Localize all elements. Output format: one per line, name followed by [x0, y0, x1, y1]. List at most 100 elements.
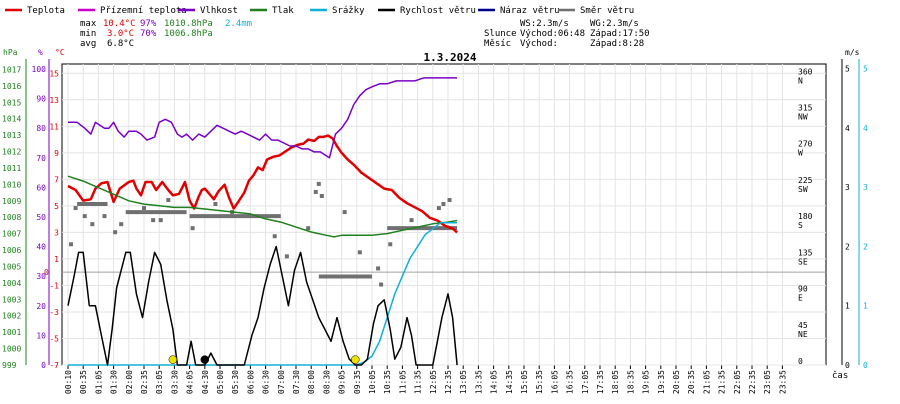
- wind-direction-point: [436, 206, 441, 211]
- dir-tick-label: 270: [798, 140, 813, 149]
- hpa-tick-label: 1017: [2, 65, 21, 74]
- x-tick-label: 05:00: [216, 370, 225, 394]
- wind-direction-point: [69, 242, 74, 247]
- dir-compass-label: SE: [798, 257, 808, 266]
- moon-label: Měsíc: [484, 39, 511, 49]
- x-tick-label: 20:05: [672, 370, 681, 394]
- pct-tick-label: 70: [36, 154, 46, 163]
- temp-tick-label: 13: [49, 96, 59, 105]
- pct-tick-label: 50: [36, 213, 46, 222]
- wind-direction-point: [342, 210, 347, 215]
- pct-tick-label: 0: [41, 361, 46, 370]
- dir-tick-label: 360: [798, 67, 813, 76]
- stat-max-rain: 2.4mm: [225, 19, 252, 29]
- ms-tick-label: 5: [845, 65, 850, 74]
- x-tick-label: 16:35: [566, 370, 575, 394]
- wind-direction-point: [190, 226, 195, 231]
- x-tick-label: 11:35: [414, 370, 423, 394]
- x-tick-label: 14:05: [490, 370, 499, 394]
- sunset: Západ:17:50: [590, 29, 650, 39]
- wind-direction-point: [166, 198, 171, 203]
- wind-direction-point: [447, 198, 452, 203]
- x-tick-label: 07:30: [292, 370, 301, 394]
- rain-tick-label: 3: [863, 183, 868, 192]
- wind-direction-point: [158, 218, 163, 223]
- stat-min-hum: 70%: [140, 29, 157, 39]
- x-tick-label: 12:05: [429, 370, 438, 394]
- temp-tick-label: -3: [49, 308, 59, 317]
- hpa-tick-label: 1008: [2, 213, 21, 222]
- rain-tick-label: 0: [863, 361, 868, 370]
- x-tick-label: 11:05: [398, 370, 407, 394]
- x-tick-label: 15:35: [535, 370, 544, 394]
- temp-tick-label: -5: [49, 334, 59, 343]
- x-tick-label: 23:35: [778, 370, 787, 394]
- wind-direction-point: [73, 206, 78, 211]
- wind-direction-point: [113, 230, 118, 235]
- x-tick-label: 08:30: [322, 370, 331, 394]
- wind-direction-point: [376, 266, 381, 271]
- sun-marker: [351, 355, 360, 364]
- x-tick-label: 05:30: [231, 370, 240, 394]
- x-tick-label: 14:35: [505, 370, 514, 394]
- stat-max-press: 1010.8hPa: [164, 19, 213, 29]
- moonset: Západ:8:28: [590, 39, 644, 49]
- legend-label-0: Teplota: [27, 6, 65, 16]
- dir-compass-label: S: [798, 221, 803, 230]
- x-tick-label: 17:05: [581, 370, 590, 394]
- x-tick-label: 02:00: [125, 370, 134, 394]
- legend-label-3: Tlak: [272, 6, 294, 16]
- dir-compass-label: SW: [798, 185, 808, 194]
- x-tick-label: 04:30: [201, 370, 210, 394]
- wind-direction-point: [142, 206, 146, 211]
- zero-label: 0: [44, 268, 49, 277]
- series-line-teplota: [67, 134, 458, 234]
- wind-direction-point: [319, 193, 324, 198]
- plot-area: [67, 77, 458, 366]
- temp-tick-label: 5: [54, 202, 59, 211]
- x-tick-label: 21:35: [718, 370, 727, 394]
- hpa-tick-label: 1013: [2, 131, 21, 140]
- temp-tick-label: -7: [49, 361, 59, 370]
- rain-tick-label: 1: [863, 302, 868, 311]
- legend-label-1: Přízemní teplota: [100, 6, 187, 16]
- x-tick-label: 03:05: [155, 370, 164, 394]
- wind-direction-point: [102, 214, 107, 219]
- stat-min-temp: 3.0°C: [107, 29, 134, 39]
- hpa-tick-label: 1011: [2, 164, 21, 173]
- hpa-tick-label: 1009: [2, 197, 21, 206]
- hpa-tick-label: 1005: [2, 262, 21, 271]
- wind-direction-point: [82, 214, 87, 219]
- chart-title: 1.3.2024: [424, 51, 477, 64]
- wind-direction-point: [357, 250, 362, 255]
- x-tick-label: 19:35: [657, 370, 666, 394]
- ms-tick-label: 2: [845, 242, 850, 251]
- dir-tick-label: 180: [798, 212, 813, 221]
- dir-compass-label: NE: [798, 330, 808, 339]
- stat-ws: WS:2.3m/s: [520, 19, 569, 29]
- hpa-tick-label: 1015: [2, 98, 21, 107]
- pct-tick-label: 60: [36, 183, 46, 192]
- dir-tick-label: 90: [798, 285, 808, 294]
- hpa-tick-label: 1006: [2, 246, 21, 255]
- series-line-rychlost-větru: [67, 245, 458, 366]
- x-tick-label: 20:35: [687, 370, 696, 394]
- hpa-tick-label: 1002: [2, 312, 21, 321]
- x-tick-label: 10:05: [368, 370, 377, 394]
- dir-tick-label: 315: [798, 103, 813, 112]
- wind-direction-point: [119, 222, 124, 227]
- stat-max-hum: 97%: [140, 19, 157, 29]
- ms-tick-label: 0: [845, 361, 850, 370]
- wind-direction-point: [379, 282, 384, 287]
- x-tick-label: 17:35: [596, 370, 605, 394]
- pct-tick-label: 20: [36, 302, 46, 311]
- temp-tick-label: 7: [54, 175, 59, 184]
- dir-tick-label: 45: [798, 321, 808, 330]
- x-axis-label: čas: [832, 370, 848, 381]
- hpa-tick-label: 1004: [2, 279, 21, 288]
- moon-marker: [200, 355, 210, 364]
- pct-unit: %: [38, 48, 43, 57]
- sun-marker: [168, 355, 178, 364]
